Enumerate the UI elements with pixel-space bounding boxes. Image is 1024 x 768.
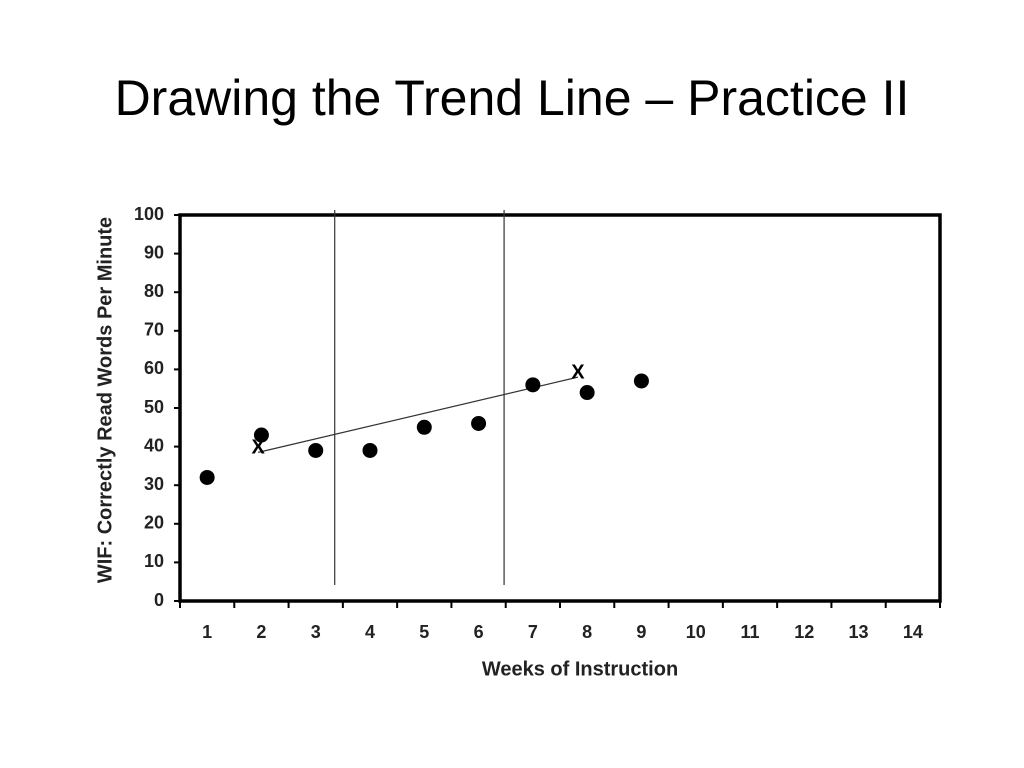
- x-tick-label: 7: [528, 622, 538, 642]
- x-tick-label: 12: [794, 622, 814, 642]
- data-point: [308, 442, 324, 458]
- y-tick-label: 50: [144, 397, 164, 417]
- trend-marker: X: [571, 361, 585, 383]
- y-tick-label: 90: [144, 242, 164, 262]
- data-point: [199, 469, 215, 485]
- trend-line: [258, 376, 579, 453]
- y-tick-label: 80: [144, 281, 164, 301]
- data-point: [253, 427, 269, 443]
- x-tick-label: 13: [849, 622, 869, 642]
- x-tick-label: 1: [202, 622, 212, 642]
- x-tick-label: 6: [474, 622, 484, 642]
- x-tick-label: 9: [636, 622, 646, 642]
- y-tick-label: 20: [144, 513, 164, 533]
- data-point: [525, 377, 541, 393]
- x-tick-label: 10: [686, 622, 706, 642]
- y-axis-title: WIF: Correctly Read Words Per Minute: [94, 217, 116, 583]
- data-point: [362, 442, 378, 458]
- data-point: [579, 385, 595, 401]
- data-point: [633, 373, 649, 389]
- y-tick-label: 100: [134, 204, 164, 224]
- x-tick-label: 14: [903, 622, 923, 642]
- y-tick-label: 40: [144, 435, 164, 455]
- y-tick-label: 0: [154, 590, 164, 610]
- y-tick-label: 10: [144, 551, 164, 571]
- y-tick-label: 60: [144, 358, 164, 378]
- data-point: [471, 415, 487, 431]
- data-point: [416, 419, 432, 435]
- x-tick-label: 2: [256, 622, 266, 642]
- x-tick-label: 3: [311, 622, 321, 642]
- y-tick-label: 70: [144, 320, 164, 340]
- x-tick-label: 8: [582, 622, 592, 642]
- x-tick-label: 11: [740, 622, 759, 642]
- x-tick-label: 4: [365, 622, 375, 642]
- x-tick-label: 5: [419, 622, 429, 642]
- slide-title: Drawing the Trend Line – Practice II: [115, 70, 910, 126]
- plot-frame: [178, 213, 942, 603]
- y-tick-label: 30: [144, 474, 164, 494]
- x-axis-title: Weeks of Instruction: [482, 658, 678, 680]
